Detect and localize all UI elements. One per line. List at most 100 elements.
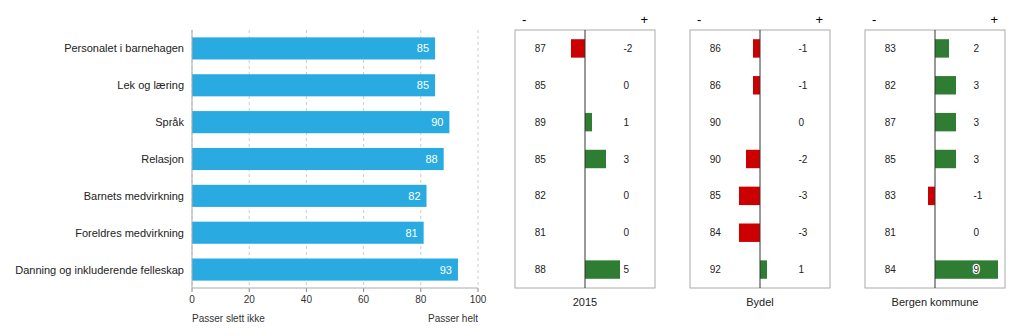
data-label: 1 [624,117,630,128]
data-label: 2 [974,43,980,54]
bar [571,39,585,57]
category-label: Foreldres medvirkning [75,227,184,239]
data-label: 3 [974,117,980,128]
bars [192,37,458,280]
category-label: Barnets medvirkning [84,190,184,202]
deviation-panel: 86869090858492-1-10-2-3-31-+Bydel [690,12,830,308]
bar [192,148,444,170]
score-label: 81 [885,227,897,238]
bar [192,37,435,59]
score-label: 82 [535,190,547,201]
tick-label: 80 [415,294,427,305]
tick-label: 20 [244,294,256,305]
data-label: -2 [799,154,808,165]
panel-frame [690,30,830,288]
bars [571,30,620,288]
category-label: Språk [155,116,184,128]
panel-title: 2015 [573,296,597,308]
data-label: 93 [440,264,452,276]
bar [585,260,620,278]
data-label: -1 [974,190,983,201]
panel-title: Bergen kommune [892,296,979,308]
bar [935,39,949,57]
category-label: Lek og læring [117,79,184,91]
annotation: - [697,12,701,27]
bar [935,113,956,131]
tick-label: 40 [301,294,313,305]
annotation: + [990,12,998,27]
score-label: 85 [535,154,547,165]
bar [746,150,760,168]
category-label: Danning og inkluderende felleskap [15,264,184,276]
score-label: 84 [710,227,722,238]
data-label: 5 [624,264,630,275]
score-label: 90 [710,154,722,165]
bar [753,76,760,94]
bar [192,222,424,244]
bars [739,30,767,288]
data-label: -2 [624,43,633,54]
category-label: Relasjon [141,153,184,165]
tick-mark [192,288,193,292]
x-axis-line [192,288,478,289]
annotation: Passer helt [428,313,478,324]
data-label: 85 [417,79,429,91]
bar [935,150,956,168]
panel-frame [865,30,1005,288]
score-label: 85 [710,190,722,201]
score-label: 85 [535,80,547,91]
score-label: 86 [710,80,722,91]
data-label: 82 [408,190,420,202]
tick-mark [249,288,250,292]
annotation: + [815,12,823,27]
data-label: -1 [799,43,808,54]
center-line [935,30,936,288]
data-label: 0 [974,227,980,238]
bar [935,76,956,94]
score-label: 86 [710,43,722,54]
data-label: 3 [624,154,630,165]
bar [739,187,760,205]
score-label: 83 [885,43,897,54]
bar [935,260,998,278]
score-label: 85 [885,154,897,165]
score-label: 81 [535,227,547,238]
score-label: 90 [710,117,722,128]
labels: 838287858381842333-109 [885,43,983,275]
panel-title: Bydel [746,296,774,308]
data-label: -3 [799,227,808,238]
main-chart: 02040608010085859088828193Personalet i b… [15,30,487,324]
tick-label: 100 [470,294,487,305]
bars [928,30,998,288]
score-label: 92 [710,264,722,275]
score-label: 88 [535,264,547,275]
bar [585,150,606,168]
bar [739,224,760,242]
data-label: 3 [974,80,980,91]
data-label: 0 [624,190,630,201]
tick-label: 60 [358,294,370,305]
grid-line [192,30,193,288]
bar [760,260,767,278]
annotation: Passer slett ikke [192,313,265,324]
data-label: 88 [425,153,437,165]
score-label: 82 [885,80,897,91]
annotation: - [522,12,526,27]
data-label: -1 [799,80,808,91]
tick-mark [306,288,307,292]
data-label: 9 [974,264,980,275]
category-label: Personalet i barnehagen [64,42,184,54]
data-label: -3 [799,190,808,201]
bar [585,113,592,131]
bar [928,187,935,205]
grid-line [478,30,479,288]
tick-mark [363,288,364,292]
data-label: 90 [431,116,443,128]
labels: 86869090858492-1-10-2-3-31 [710,43,808,275]
chart-root: 02040608010085859088828193Personalet i b… [0,0,1021,336]
bar [192,74,435,96]
data-label: 0 [624,227,630,238]
y-axis-line [192,30,193,288]
center-line [585,30,586,288]
deviation-panel: 838287858381842333-109-+Bergen kommune [865,12,1005,308]
